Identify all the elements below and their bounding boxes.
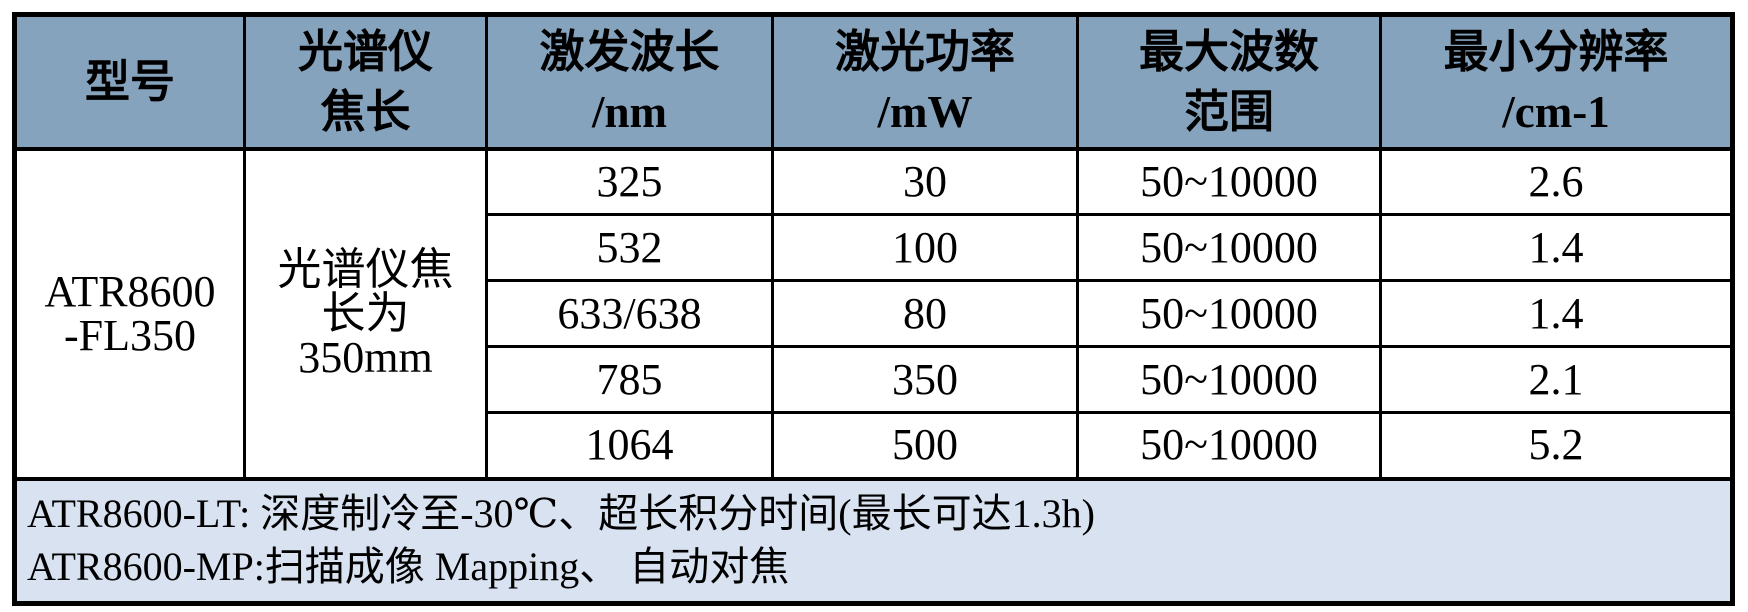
wavelength-value: 532 xyxy=(485,213,774,282)
notes-cell: ATR8600-LT: 深度制冷至-30℃、超长积分时间(最长可达1.3h) A… xyxy=(13,476,1734,605)
model-cell: ATR8600 -FL350 xyxy=(13,147,246,480)
col-header-excitation-wavelength: 激发波长 /nm xyxy=(485,13,774,151)
wavelength-value: 325 xyxy=(485,147,774,216)
col-header-model: 型号 xyxy=(13,13,246,151)
range-value: 50~10000 xyxy=(1076,279,1382,348)
note-line-mp: ATR8600-MP:扫描成像 Mapping、 自动对焦 xyxy=(27,543,790,589)
focal-length-cell: 光谱仪焦 长为 350mm xyxy=(243,147,488,480)
resolution-value: 1.4 xyxy=(1379,279,1734,348)
wavelength-value: 1064 xyxy=(485,411,774,480)
col-header-focal-length: 光谱仪 焦长 xyxy=(243,13,488,151)
resolution-value: 1.4 xyxy=(1379,213,1734,282)
table-row: 785 350 50~10000 2.1 xyxy=(15,345,1734,414)
table-row: 532 100 50~10000 1.4 xyxy=(15,213,1734,282)
header-row: 型号 光谱仪 焦长 激发波长 /nm 激光功率 /mW 最大波数 范围 xyxy=(13,13,1734,151)
table-row: 633/638 80 50~10000 1.4 xyxy=(15,279,1734,348)
col-header-laser-power: 激光功率 /mW xyxy=(771,13,1079,151)
resolution-value: 2.6 xyxy=(1379,147,1734,216)
power-value: 500 xyxy=(771,411,1079,480)
spec-table: 型号 光谱仪 焦长 激发波长 /nm 激光功率 /mW 最大波数 范围 xyxy=(12,12,1735,606)
power-value: 100 xyxy=(771,213,1079,282)
note-line-lt: ATR8600-LT: 深度制冷至-30℃、超长积分时间(最长可达1.3h) xyxy=(27,490,1095,536)
range-value: 50~10000 xyxy=(1076,147,1382,216)
wavelength-value: 785 xyxy=(485,345,774,414)
notes-row: ATR8600-LT: 深度制冷至-30℃、超长积分时间(最长可达1.3h) A… xyxy=(13,476,1734,605)
col-header-model-label: 型号 xyxy=(84,56,175,107)
resolution-value: 5.2 xyxy=(1379,411,1734,480)
range-value: 50~10000 xyxy=(1076,213,1382,282)
table-row: 1064 500 50~10000 5.2 xyxy=(15,411,1734,480)
resolution-value: 2.1 xyxy=(1379,345,1734,414)
range-value: 50~10000 xyxy=(1076,345,1382,414)
col-header-min-resolution: 最小分辨率 /cm-1 xyxy=(1379,13,1734,151)
wavelength-value: 633/638 xyxy=(485,279,774,348)
power-value: 30 xyxy=(771,147,1079,216)
col-header-max-wavenumber-range: 最大波数 范围 xyxy=(1076,13,1382,151)
power-value: 350 xyxy=(771,345,1079,414)
range-value: 50~10000 xyxy=(1076,411,1382,480)
power-value: 80 xyxy=(771,279,1079,348)
table-row: ATR8600 -FL350 光谱仪焦 长为 350mm 325 30 50~1… xyxy=(13,147,1734,480)
